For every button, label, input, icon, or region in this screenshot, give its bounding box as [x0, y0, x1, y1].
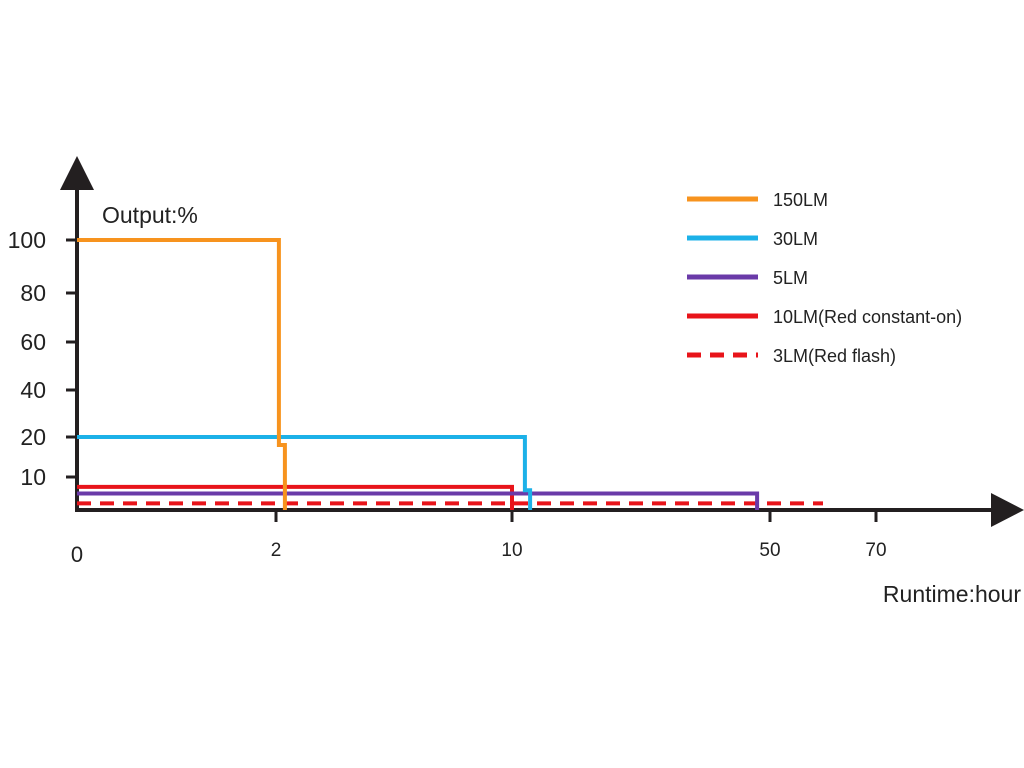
y-axis-arrow — [60, 156, 94, 190]
x-tick-label: 70 — [865, 540, 886, 561]
legend-label: 5LM — [773, 268, 808, 288]
legend-label: 3LM(Red flash) — [773, 346, 896, 366]
legend: 150LM 30LM 5LM 10LM(Red constant-on) 3LM(Red… — [687, 190, 962, 366]
x-tick-label: 2 — [271, 540, 282, 561]
series-line-30lm — [77, 435, 533, 510]
x-axis-arrow — [991, 493, 1024, 527]
legend-label: 150LM — [773, 190, 828, 210]
legend-label: 10LM(Red constant-on) — [773, 307, 962, 327]
y-tick-label: 40 — [20, 377, 46, 403]
axes — [60, 156, 1024, 527]
x-tick-label: 10 — [501, 540, 522, 561]
x-tick-label: 0 — [71, 542, 83, 567]
y-tick-label: 10 — [20, 464, 46, 490]
x-tick-label: 50 — [759, 540, 780, 561]
y-tick-label: 20 — [20, 424, 46, 450]
legend-label: 30LM — [773, 229, 818, 249]
series — [77, 238, 823, 510]
y-tick-label: 100 — [8, 227, 46, 253]
series-line-10lm-red-constant-on — [77, 484, 514, 510]
x-axis-title: Runtime:hour — [883, 581, 1021, 607]
y-tick-label: 80 — [20, 280, 46, 306]
y-axis-title: Output:% — [102, 202, 198, 228]
series-line-150lm — [77, 238, 287, 510]
y-tick-label: 60 — [20, 329, 46, 355]
series-line-5lm — [77, 491, 760, 510]
